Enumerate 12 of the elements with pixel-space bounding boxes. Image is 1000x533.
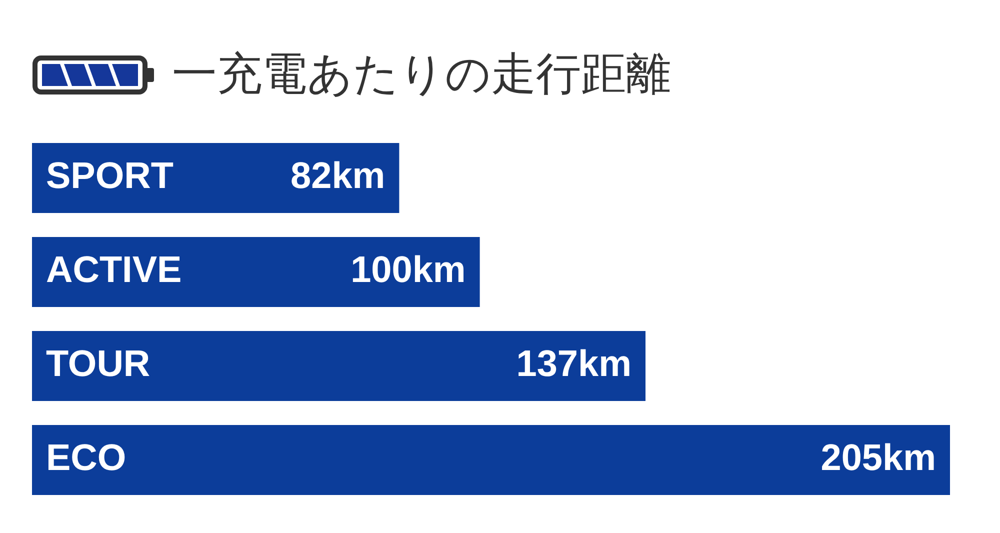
data-label: 137km [516, 343, 632, 384]
data-label: 82km [290, 155, 386, 196]
y-tick-label: SPORT [46, 155, 174, 196]
bar [32, 330, 646, 402]
chart-title: 一充電あたりの走行距離 [172, 47, 671, 101]
y-tick-label: ACTIVE [46, 249, 182, 290]
data-label: 205km [820, 437, 936, 478]
data-label: 100km [350, 249, 466, 290]
bar [32, 424, 950, 496]
y-tick-label: TOUR [46, 343, 150, 384]
y-tick-label: ECO [46, 437, 126, 478]
bar [32, 236, 480, 308]
